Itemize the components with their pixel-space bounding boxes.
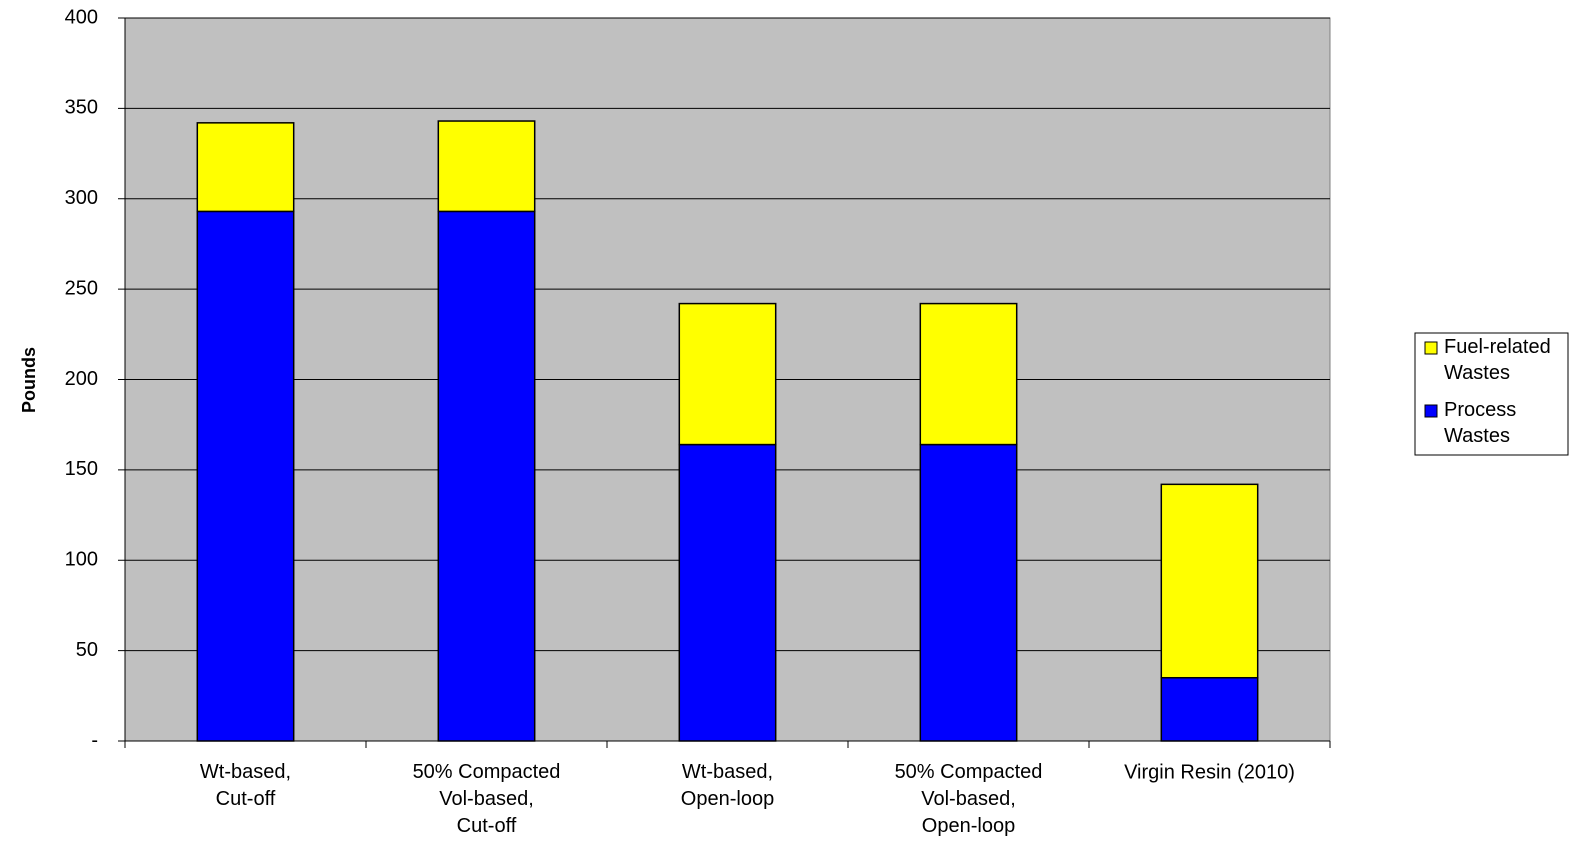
bar-segment (678, 302, 777, 446)
y-tick-label: - (91, 729, 98, 751)
y-tick-label: 250 (65, 277, 98, 299)
legend-label: Fuel-related Wastes (1444, 336, 1551, 384)
legend-swatch (1424, 341, 1438, 355)
x-tick-label: 50% Compacted Vol-based, Open-loop (895, 761, 1043, 837)
y-tick-label: 200 (65, 368, 98, 390)
legend-label: Process Wastes (1444, 399, 1516, 447)
bar-segment (1160, 676, 1259, 742)
y-tick-label: 400 (65, 6, 98, 28)
bar-segment (437, 210, 536, 742)
bar-segment (196, 210, 295, 742)
bar-segment (1160, 483, 1259, 679)
bar-segment (919, 443, 1018, 742)
bar-segment (919, 302, 1018, 446)
y-tick-label: 350 (65, 97, 98, 119)
x-tick-label: Wt-based, Cut-off (200, 761, 291, 810)
y-tick-label: 300 (65, 187, 98, 209)
bar-segment (437, 120, 536, 213)
x-tick-label: 50% Compacted Vol-based, Cut-off (413, 761, 561, 837)
bar-segment (196, 122, 295, 213)
y-axis-label: Pounds (19, 347, 39, 413)
legend-box (1414, 332, 1569, 456)
x-tick-label: Virgin Resin (2010) (1124, 761, 1295, 783)
y-tick-label: 50 (76, 639, 98, 661)
bar-segment (678, 443, 777, 742)
x-tick-label: Wt-based, Open-loop (681, 761, 774, 810)
y-tick-label: 150 (65, 458, 98, 480)
y-tick-label: 100 (65, 549, 98, 571)
legend-swatch (1424, 404, 1438, 418)
